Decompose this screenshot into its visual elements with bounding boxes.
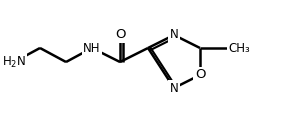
Text: N: N [170, 81, 178, 94]
Text: N: N [170, 29, 178, 42]
Text: O: O [195, 68, 205, 81]
Text: CH₃: CH₃ [228, 42, 250, 55]
Text: O: O [115, 29, 125, 42]
Text: H$_2$N: H$_2$N [2, 54, 26, 70]
Text: NH: NH [83, 42, 101, 55]
